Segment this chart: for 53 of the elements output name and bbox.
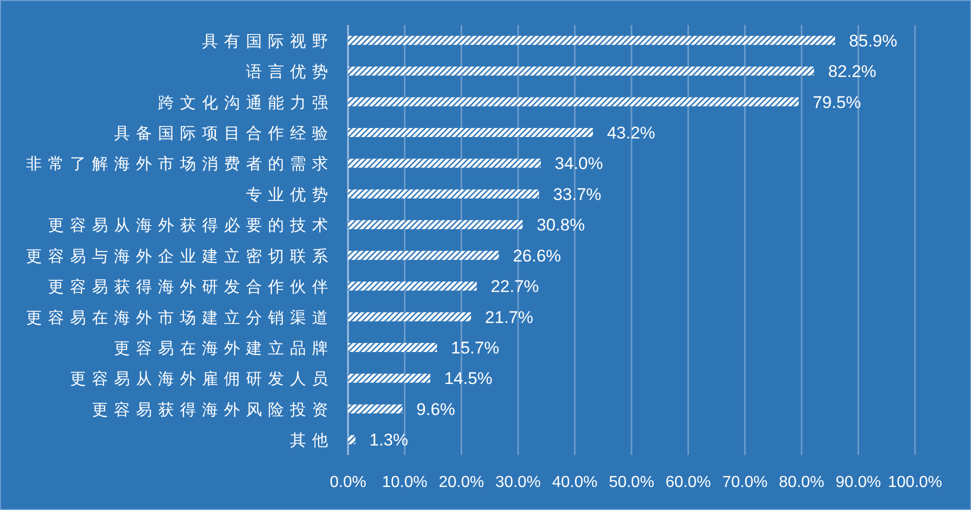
y-tick-label: 更容易从海外获得必要的技术 [48, 216, 334, 235]
x-tick-label: 80.0% [778, 474, 824, 491]
x-tick-label: 30.0% [495, 474, 541, 491]
data-label: 21.7% [485, 308, 534, 327]
bar [348, 220, 523, 230]
data-label: 30.8% [536, 216, 585, 235]
bar [348, 250, 499, 260]
y-tick-label: 更容易与海外企业建立密切联系 [26, 247, 334, 266]
y-tick-label: 更容易在海外建立品牌 [114, 340, 334, 358]
bar [348, 404, 402, 414]
y-tick-label: 其他 [290, 432, 334, 450]
y-tick-label: 具备国际项目合作经验 [114, 124, 334, 142]
bar [348, 97, 799, 106]
bar [348, 66, 814, 76]
y-tick-label: 更容易获得海外风险投资 [92, 400, 334, 419]
data-label: 22.7% [490, 277, 539, 296]
y-tick-label: 更容易获得海外研发合作伙伴 [48, 278, 334, 296]
data-label: 85.9% [849, 31, 898, 50]
bar [348, 343, 438, 352]
data-label: 79.5% [812, 92, 861, 112]
y-tick-label: 具有国际视野 [202, 32, 334, 50]
bar [348, 374, 430, 383]
y-tick-label: 非常了解海外市场消费者的需求 [26, 155, 334, 174]
y-tick-label: 更容易在海外市场建立分销渠道 [26, 308, 334, 327]
y-tick-label: 更容易从海外雇佣研发人员 [70, 370, 334, 388]
x-tick-label: 0.0% [330, 474, 366, 491]
y-tick-label: 跨文化沟通能力强 [158, 94, 334, 112]
data-label: 33.7% [553, 184, 602, 204]
bar [348, 189, 540, 198]
data-label: 14.5% [444, 369, 492, 388]
x-tick-label: 70.0% [722, 474, 768, 491]
x-tick-label: 90.0% [836, 474, 881, 491]
x-tick-label: 50.0% [608, 474, 654, 491]
bar [348, 312, 472, 322]
data-label: 43.2% [606, 124, 656, 142]
x-tick-label: 20.0% [438, 474, 484, 491]
bar [348, 158, 541, 168]
data-label: 15.7% [451, 338, 500, 358]
y-tick-label: 专业优势 [246, 186, 334, 204]
data-label: 1.3% [369, 430, 408, 450]
y-tick-label: 语言优势 [246, 63, 334, 82]
x-tick-label: 60.0% [666, 474, 711, 491]
x-tick-label: 10.0% [382, 474, 428, 491]
bar [348, 282, 477, 291]
data-label: 26.6% [512, 246, 562, 266]
bar [348, 128, 593, 137]
x-tick-label: 40.0% [552, 474, 598, 491]
data-label: 82.2% [828, 62, 876, 82]
bar [348, 36, 836, 45]
bar [348, 435, 356, 444]
data-label: 9.6% [416, 400, 456, 419]
data-label: 34.0% [554, 154, 603, 174]
x-tick-label: 100.0% [888, 474, 942, 491]
